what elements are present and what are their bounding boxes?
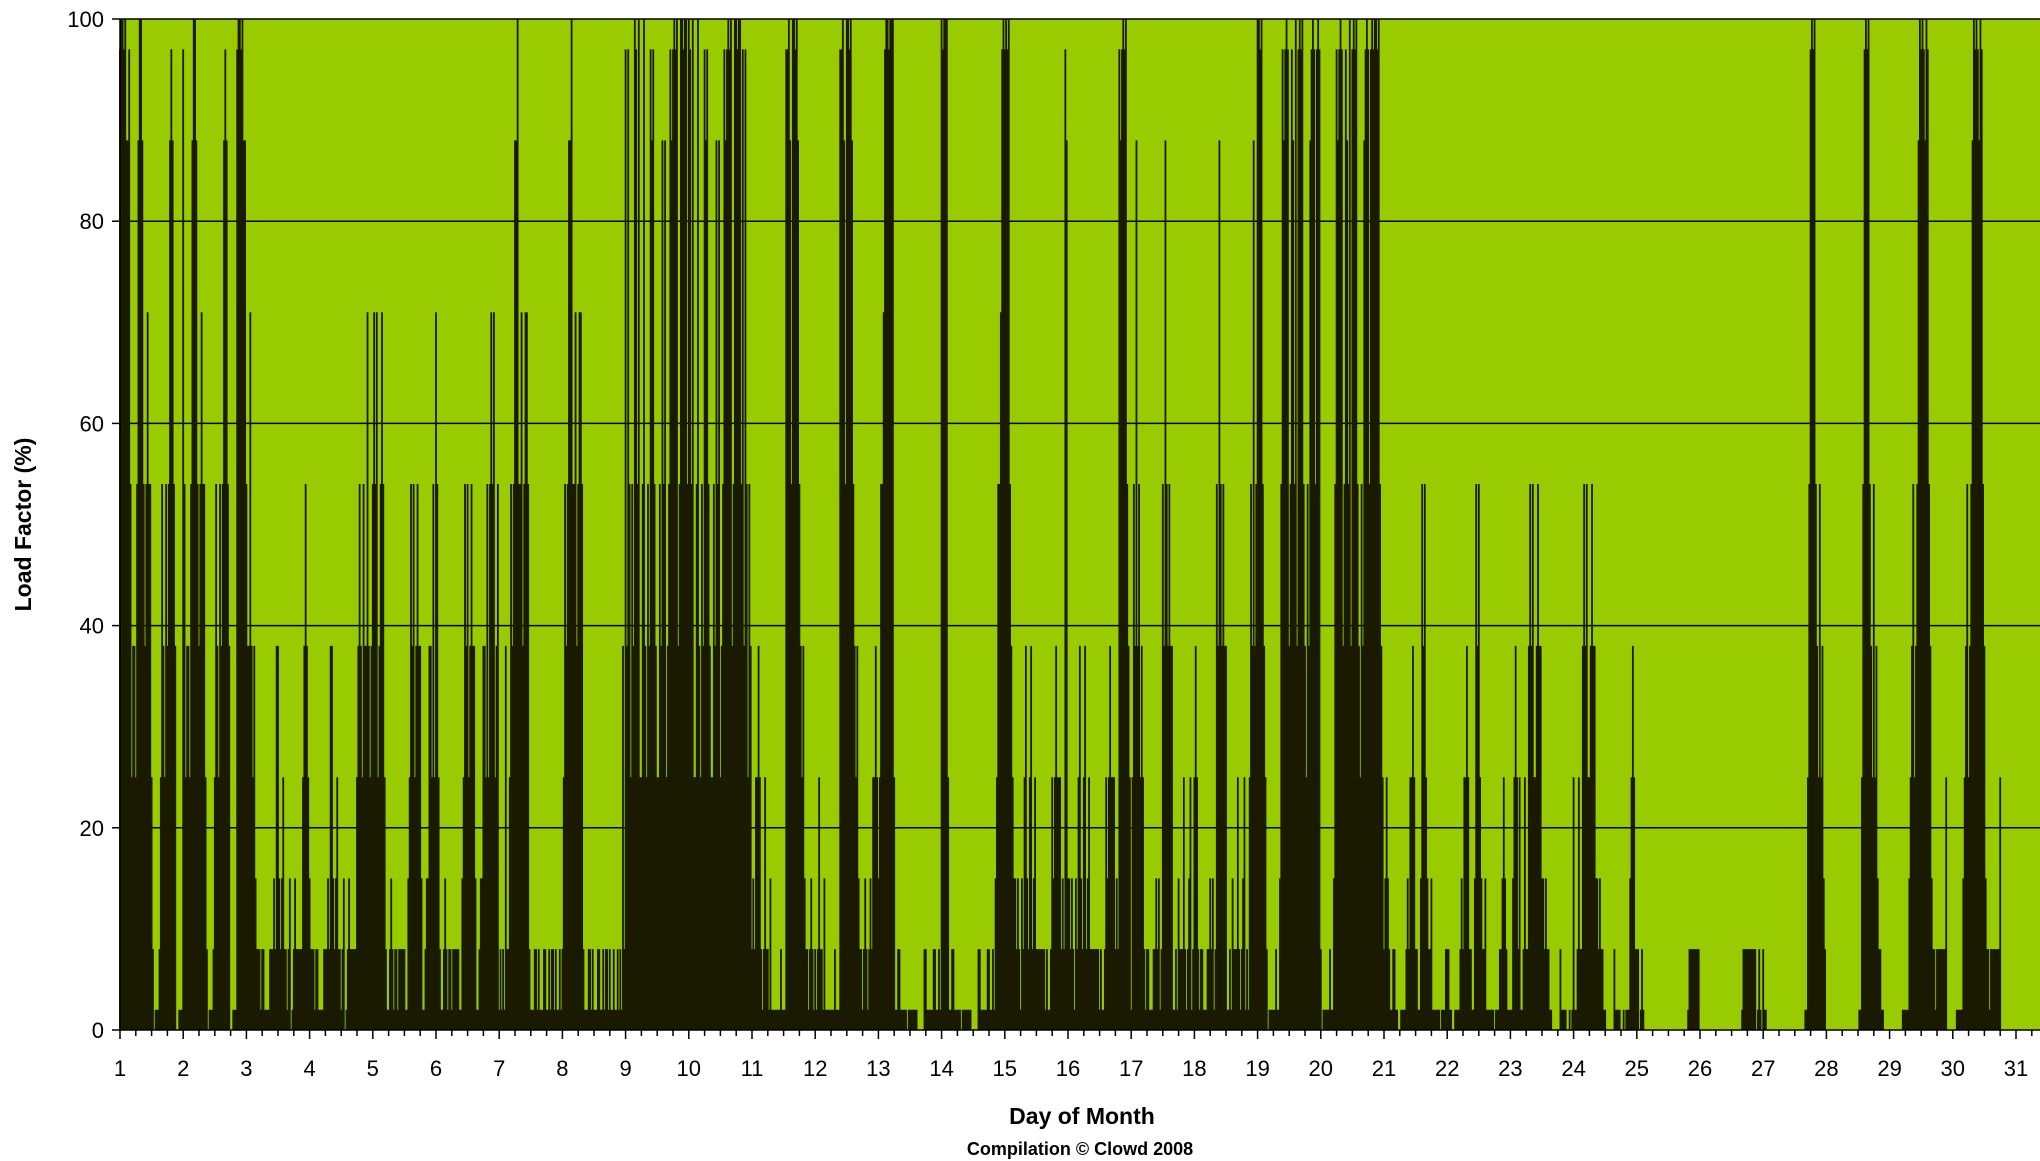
x-tick-label: 4 [303,1056,315,1081]
x-tick-label: 19 [1245,1056,1269,1081]
y-axis-title: Load Factor (%) [10,438,36,612]
gridlines [120,18,2040,829]
x-tick-label: 8 [556,1056,568,1081]
x-tick-label: 10 [677,1056,701,1081]
x-tick-label: 14 [929,1056,953,1081]
x-axis-title: Day of Month [1009,1103,1155,1129]
x-tick-label: 5 [367,1056,379,1081]
x-tick-label: 23 [1498,1056,1522,1081]
x-tick-label: 21 [1372,1056,1396,1081]
x-tick-label: 26 [1688,1056,1712,1081]
x-tick-label: 13 [866,1056,890,1081]
x-tick-label: 18 [1182,1056,1206,1081]
y-tick-label: 80 [80,209,104,234]
x-tick-label: 30 [1941,1056,1965,1081]
x-tick-label: 6 [430,1056,442,1081]
y-tick-label: 40 [80,614,104,639]
x-tick-label: 17 [1119,1056,1143,1081]
x-tick-label: 16 [1056,1056,1080,1081]
x-ticks: 1 2 3 4 5 6 7 8 9 10 11 12 13 14 15 16 17 18 19 20 21 22 23 24 2… [114,1030,2033,1081]
y-tick-label: 0 [92,1018,104,1043]
y-tick-label: 60 [80,411,104,436]
x-tick-label: 27 [1751,1056,1775,1081]
x-tick-label: 20 [1309,1056,1333,1081]
x-tick-label: 22 [1435,1056,1459,1081]
y-ticks: 0 20 40 60 80 100 [67,7,120,1043]
x-tick-label: 12 [803,1056,827,1081]
x-tick-label: 1 [114,1056,126,1081]
x-tick-label: 24 [1561,1056,1585,1081]
x-tick-label: 15 [993,1056,1017,1081]
footnote: Compilation © Clowd 2008 [967,1139,1193,1159]
x-tick-label: 29 [1877,1056,1901,1081]
x-tick-label: 9 [619,1056,631,1081]
x-tick-label: 11 [741,1056,764,1081]
x-tick-label: 7 [493,1056,505,1081]
x-tick-label: 25 [1625,1056,1649,1081]
bars [119,19,2002,1030]
x-tick-label: 2 [177,1056,189,1081]
x-tick-label: 31 [2004,1056,2028,1081]
x-tick-label: 3 [240,1056,252,1081]
y-tick-label: 100 [67,7,104,32]
x-tick-label: 28 [1814,1056,1838,1081]
y-tick-label: 20 [80,816,104,841]
